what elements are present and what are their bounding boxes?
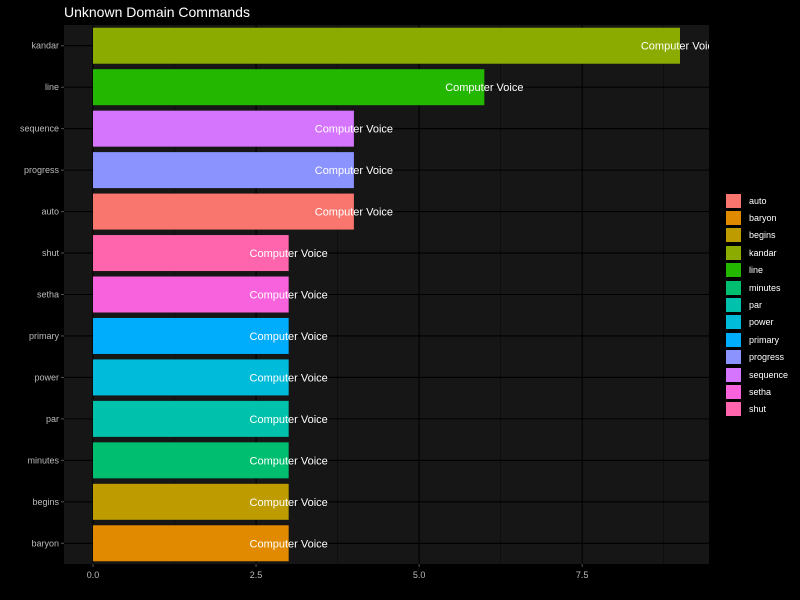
bar-data-label: Computer Voice xyxy=(250,538,328,550)
bar-begins xyxy=(93,483,289,520)
legend-item-primary: primary xyxy=(726,331,788,348)
bar-primary xyxy=(93,317,289,354)
legend-label: power xyxy=(749,317,774,328)
legend-item-par: par xyxy=(726,296,788,313)
legend-item-baryon: baryon xyxy=(726,209,788,226)
bar-power xyxy=(93,359,289,396)
bar-data-label: Computer Voice xyxy=(315,165,393,177)
legend-item-sequence: sequence xyxy=(726,366,788,383)
x-tick-label: 7.5 xyxy=(576,570,589,580)
y-tick-label: shut xyxy=(42,248,60,258)
bar-data-label: Computer Voice xyxy=(250,248,328,260)
y-tick-label: line xyxy=(45,82,59,92)
legend-item-setha: setha xyxy=(726,383,788,400)
legend-label: shut xyxy=(749,404,767,415)
chart-title: Unknown Domain Commands xyxy=(64,4,250,20)
legend-swatch xyxy=(726,280,741,295)
x-tick-label: 2.5 xyxy=(250,570,263,580)
legend-label: primary xyxy=(749,334,780,345)
legend-item-kandar: kandar xyxy=(726,244,788,261)
legend-item-minutes: minutes xyxy=(726,279,788,296)
y-tick-label: auto xyxy=(41,207,59,217)
bar-setha xyxy=(93,276,289,313)
y-tick-label: progress xyxy=(24,165,60,175)
legend-item-progress: progress xyxy=(726,349,788,366)
bar-shut xyxy=(93,235,289,272)
legend-swatch xyxy=(726,228,741,243)
y-tick-label: kandar xyxy=(31,41,59,51)
legend-item-power: power xyxy=(726,314,788,331)
bar-data-label: Computer Voice xyxy=(315,207,393,219)
legend-label: auto xyxy=(749,195,767,206)
y-tick-label: setha xyxy=(37,290,59,300)
legend-label: progress xyxy=(749,352,785,363)
legend-label: line xyxy=(749,265,764,276)
legend-item-shut: shut xyxy=(726,401,788,418)
bar-data-label: Computer Voice xyxy=(445,82,523,94)
bar-data-label: Computer Voice xyxy=(250,290,328,302)
bar-baryon xyxy=(93,525,289,562)
bar-kandar xyxy=(93,27,680,64)
legend-swatch xyxy=(726,402,741,417)
bar-par xyxy=(93,400,289,437)
y-tick-label: par xyxy=(46,414,59,424)
legend-swatch xyxy=(726,211,741,226)
y-tick-label: baryon xyxy=(31,538,59,548)
bar-data-label: Computer Voice xyxy=(250,414,328,426)
legend-item-line: line xyxy=(726,262,788,279)
bar-auto xyxy=(93,193,354,230)
legend-item-begins: begins xyxy=(726,227,788,244)
legend-swatch xyxy=(726,315,741,330)
bar-line xyxy=(93,69,485,106)
y-tick-label: sequence xyxy=(20,124,59,134)
legend-swatch xyxy=(726,263,741,278)
bar-progress xyxy=(93,152,354,189)
legend-swatch xyxy=(726,193,741,208)
y-tick-label: power xyxy=(34,372,59,382)
legend-swatch xyxy=(726,367,741,382)
legend-label: kandar xyxy=(749,247,777,258)
bar-data-label: Computer Voice xyxy=(250,372,328,384)
legend-label: sequence xyxy=(749,369,789,380)
legend-swatch xyxy=(726,350,741,365)
bar-minutes xyxy=(93,442,289,479)
x-tick-label: 0.0 xyxy=(87,570,100,580)
bar-data-label: Computer Voice xyxy=(250,497,328,509)
legend-label: baryon xyxy=(749,213,777,224)
legend-label: minutes xyxy=(749,282,781,293)
legend-swatch xyxy=(726,298,741,313)
bar-sequence xyxy=(93,110,354,147)
legend: auto baryon begins kandar line minutes par powe… xyxy=(726,192,788,418)
legend-swatch xyxy=(726,384,741,399)
bar-data-label: Computer Voice xyxy=(641,41,719,53)
legend-label: setha xyxy=(749,386,772,397)
legend-item-auto: auto xyxy=(726,192,788,209)
legend-swatch xyxy=(726,245,741,260)
y-tick-label: begins xyxy=(32,497,59,507)
y-tick-label: primary xyxy=(29,331,60,341)
legend-label: begins xyxy=(749,230,776,241)
legend-swatch xyxy=(726,332,741,347)
y-tick-label: minutes xyxy=(27,455,59,465)
bar-data-label: Computer Voice xyxy=(250,455,328,467)
bar-data-label: Computer Voice xyxy=(250,331,328,343)
legend-label: par xyxy=(749,300,763,311)
x-tick-label: 5.0 xyxy=(413,570,426,580)
bar-data-label: Computer Voice xyxy=(315,124,393,136)
